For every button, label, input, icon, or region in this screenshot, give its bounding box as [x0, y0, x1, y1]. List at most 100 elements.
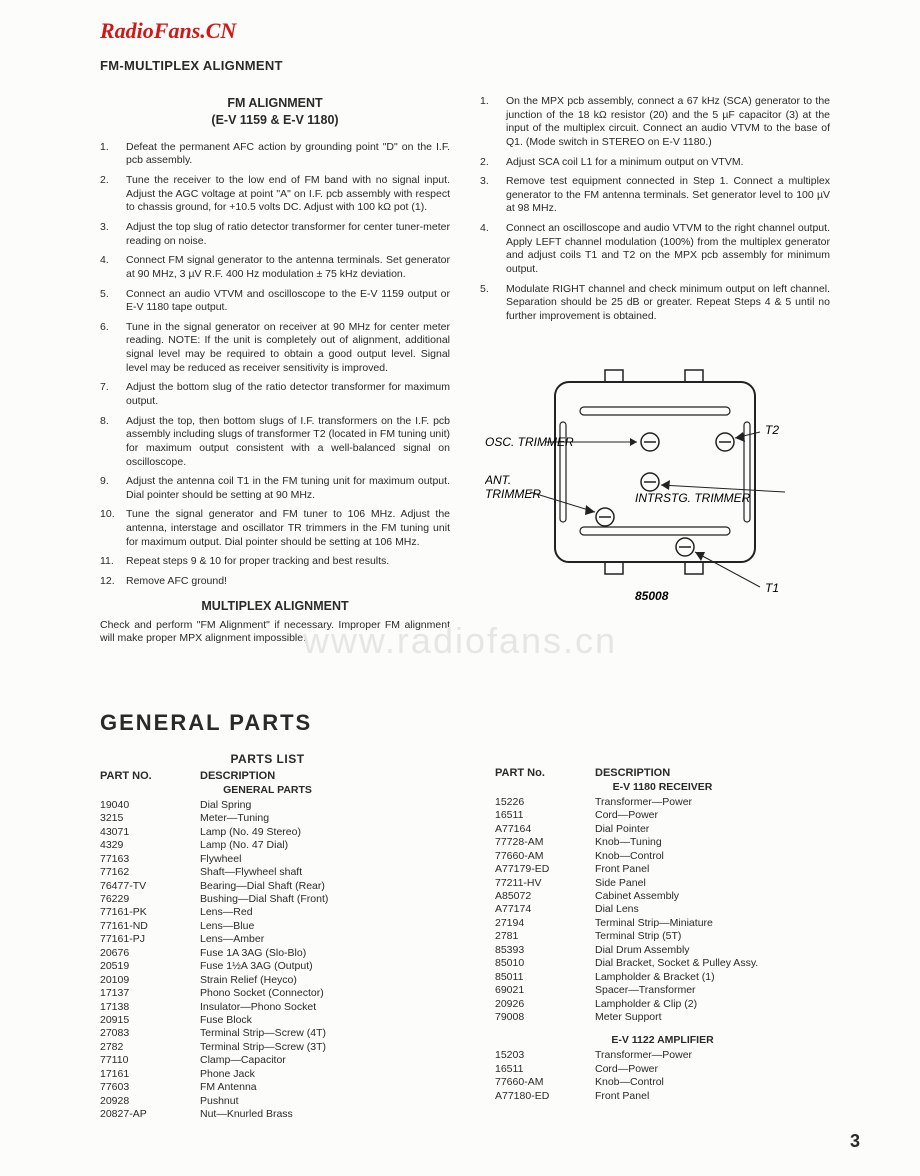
part-description: Knob—Control — [595, 850, 830, 863]
part-description: Lens—Amber — [200, 933, 435, 946]
part-number: 20827-AP — [100, 1108, 200, 1121]
diag-label-intr: INTRSTG. TRIMMER — [635, 491, 751, 505]
fm-step: Repeat steps 9 & 10 for proper tracking … — [100, 555, 450, 569]
part-description: Dial Drum Assembly — [595, 944, 830, 957]
fm-step: Tune in the signal generator on receiver… — [100, 321, 450, 376]
diag-label-t2: T2 — [765, 423, 779, 437]
parts-row: 77161-PKLens—Red — [100, 906, 435, 919]
part-description: Pushnut — [200, 1095, 435, 1108]
section-title: FM-MULTIPLEX ALIGNMENT — [100, 58, 830, 73]
tuner-diagram: OSC. TRIMMER T2 ANT. TRIMMER INTRSTG. TR… — [480, 352, 830, 612]
parts-header-desc2: DESCRIPTION — [595, 767, 670, 779]
part-number: 77660-AM — [495, 850, 595, 863]
parts-row: 27194Terminal Strip—Miniature — [495, 917, 830, 930]
left-column: FM ALIGNMENT (E-V 1159 & E-V 1180) Defea… — [100, 95, 450, 650]
parts-row: 77161-NDLens—Blue — [100, 920, 435, 933]
part-number: 77728-AM — [495, 836, 595, 849]
parts-right-col: PART No. DESCRIPTION E-V 1180 RECEIVER 1… — [495, 736, 830, 1122]
amp-sub: E-V 1122 AMPLIFIER — [495, 1034, 830, 1046]
part-number: 17138 — [100, 1001, 200, 1014]
mpx-intro: Check and perform "FM Alignment" if nece… — [100, 619, 450, 646]
part-number: A77180-ED — [495, 1090, 595, 1103]
part-description: Dial Pointer — [595, 823, 830, 836]
parts-row: 77161-PJLens—Amber — [100, 933, 435, 946]
part-number: 77161-PJ — [100, 933, 200, 946]
diag-label-osc: OSC. TRIMMER — [485, 435, 574, 449]
parts-header-pn: PART NO. — [100, 770, 200, 782]
part-description: Transformer—Power — [595, 796, 830, 809]
parts-row: 77162Shaft—Flywheel shaft — [100, 866, 435, 879]
part-number: 77110 — [100, 1054, 200, 1067]
part-number: 17137 — [100, 987, 200, 1000]
part-description: Front Panel — [595, 1090, 830, 1103]
parts-row: A85072Cabinet Assembly — [495, 890, 830, 903]
part-number: 69021 — [495, 984, 595, 997]
part-description: Bearing—Dial Shaft (Rear) — [200, 880, 435, 893]
part-description: Side Panel — [595, 877, 830, 890]
parts-row: 77728-AMKnob—Tuning — [495, 836, 830, 849]
parts-row: 16511Cord—Power — [495, 1063, 830, 1076]
fm-step: Adjust the top, then bottom slugs of I.F… — [100, 415, 450, 470]
part-description: Terminal Strip—Screw (3T) — [200, 1041, 435, 1054]
part-description: Phone Jack — [200, 1068, 435, 1081]
parts-row: A77180-EDFront Panel — [495, 1090, 830, 1103]
fm-title-line1: FM ALIGNMENT — [100, 95, 450, 112]
mpx-step: On the MPX pcb assembly, connect a 67 kH… — [480, 95, 830, 150]
parts-row: A77174Dial Lens — [495, 903, 830, 916]
fm-steps-list: Defeat the permanent AFC action by groun… — [100, 141, 450, 589]
part-number: 77603 — [100, 1081, 200, 1094]
parts-row: 76229Bushing—Dial Shaft (Front) — [100, 893, 435, 906]
right-column: On the MPX pcb assembly, connect a 67 kH… — [480, 95, 830, 650]
part-description: Dial Bracket, Socket & Pulley Assy. — [595, 957, 830, 970]
part-number: 27194 — [495, 917, 595, 930]
parts-row: 15226Transformer—Power — [495, 796, 830, 809]
parts-row: 77660-AMKnob—Control — [495, 850, 830, 863]
part-number: 20109 — [100, 974, 200, 987]
part-number: 77660-AM — [495, 1076, 595, 1089]
part-description: Meter—Tuning — [200, 812, 435, 825]
fm-alignment-title: FM ALIGNMENT (E-V 1159 & E-V 1180) — [100, 95, 450, 129]
parts-row: A77179-EDFront Panel — [495, 863, 830, 876]
diag-label-ant1: ANT. — [485, 473, 511, 487]
part-description: Lampholder & Clip (2) — [595, 998, 830, 1011]
mpx-step: Modulate RIGHT channel and check minimum… — [480, 283, 830, 324]
part-description: Terminal Strip—Screw (4T) — [200, 1027, 435, 1040]
part-description: Clamp—Capacitor — [200, 1054, 435, 1067]
part-number: A85072 — [495, 890, 595, 903]
parts-row: 20926Lampholder & Clip (2) — [495, 998, 830, 1011]
part-description: Lampholder & Bracket (1) — [595, 971, 830, 984]
fm-step: Tune the receiver to the low end of FM b… — [100, 174, 450, 215]
part-number: 77161-ND — [100, 920, 200, 933]
parts-list-title: PARTS LIST — [100, 752, 435, 766]
parts-header-right: PART No. DESCRIPTION — [495, 767, 830, 779]
parts-row: 77660-AMKnob—Control — [495, 1076, 830, 1089]
part-number: 3215 — [100, 812, 200, 825]
part-number: 2782 — [100, 1041, 200, 1054]
parts-row: 77110Clamp—Capacitor — [100, 1054, 435, 1067]
part-description: Dial Lens — [595, 903, 830, 916]
mpx-step: Connect an oscilloscope and audio VTVM t… — [480, 222, 830, 277]
part-number: 85010 — [495, 957, 595, 970]
parts-row: 16511Cord—Power — [495, 809, 830, 822]
part-description: Knob—Control — [595, 1076, 830, 1089]
part-number: 16511 — [495, 1063, 595, 1076]
part-description: Cabinet Assembly — [595, 890, 830, 903]
parts-row: 85393Dial Drum Assembly — [495, 944, 830, 957]
part-description: Fuse 1A 3AG (Slo-Blo) — [200, 947, 435, 960]
fm-step: Connect FM signal generator to the anten… — [100, 254, 450, 281]
parts-row: 20928Pushnut — [100, 1095, 435, 1108]
part-number: 85011 — [495, 971, 595, 984]
parts-row: 17137Phono Socket (Connector) — [100, 987, 435, 1000]
part-number: 76229 — [100, 893, 200, 906]
parts-row: 20109Strain Relief (Heyco) — [100, 974, 435, 987]
part-description: Flywheel — [200, 853, 435, 866]
part-description: Dial Spring — [200, 799, 435, 812]
part-description: Lens—Red — [200, 906, 435, 919]
part-number: 27083 — [100, 1027, 200, 1040]
part-number: A77179-ED — [495, 863, 595, 876]
part-description: Fuse Block — [200, 1014, 435, 1027]
part-number: 43071 — [100, 826, 200, 839]
parts-row: 15203Transformer—Power — [495, 1049, 830, 1062]
part-number: 20926 — [495, 998, 595, 1011]
watermark-logo: RadioFans.CN — [100, 18, 236, 44]
